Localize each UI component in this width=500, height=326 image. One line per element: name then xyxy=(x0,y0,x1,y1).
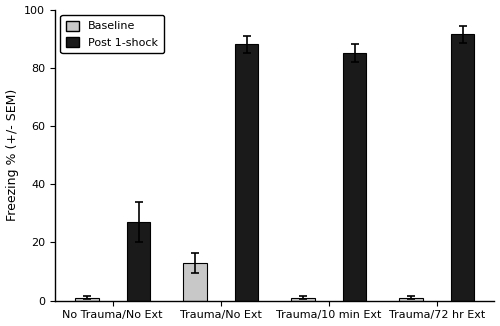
Bar xyxy=(342,53,366,301)
Legend: Baseline, Post 1-shock: Baseline, Post 1-shock xyxy=(60,15,164,53)
Bar xyxy=(291,298,314,301)
Bar xyxy=(75,298,98,301)
Bar xyxy=(399,298,422,301)
Bar xyxy=(126,222,150,301)
Bar xyxy=(183,263,206,301)
Bar xyxy=(450,34,474,301)
Bar xyxy=(234,44,258,301)
Y-axis label: Freezing % (+/- SEM): Freezing % (+/- SEM) xyxy=(6,89,18,221)
